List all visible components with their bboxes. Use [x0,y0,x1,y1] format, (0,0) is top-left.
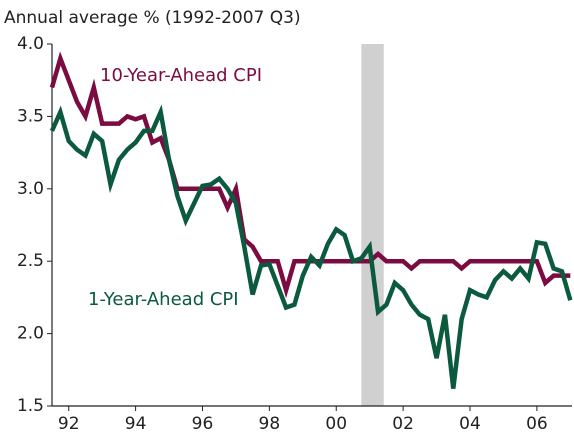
y-tick-label: 2.5 [17,251,44,271]
x-tick-label: 94 [125,414,147,434]
y-tick-label: 3.0 [17,179,44,199]
x-tick-label: 00 [325,414,347,434]
line-series [49,104,573,389]
y-tick-label: 1.5 [17,396,44,416]
chart-title: Annual average % (1992-2007 Q3) [4,8,301,28]
x-tick-label: 06 [526,414,548,434]
y-tick-label: 2.0 [17,324,44,344]
x-tick-label: 04 [459,414,481,434]
x-tick-label: 02 [392,414,414,434]
y-tick-label: 4.0 [17,34,44,54]
series-label: 1-Year-Ahead CPI [88,289,239,310]
series-label: 10-Year-Ahead CPI [100,65,262,86]
x-tick-label: 92 [58,414,80,434]
y-tick-label: 3.5 [17,106,44,126]
shaded-region [361,44,384,406]
x-tick-label: 98 [259,414,281,434]
x-tick-label: 96 [192,414,214,434]
